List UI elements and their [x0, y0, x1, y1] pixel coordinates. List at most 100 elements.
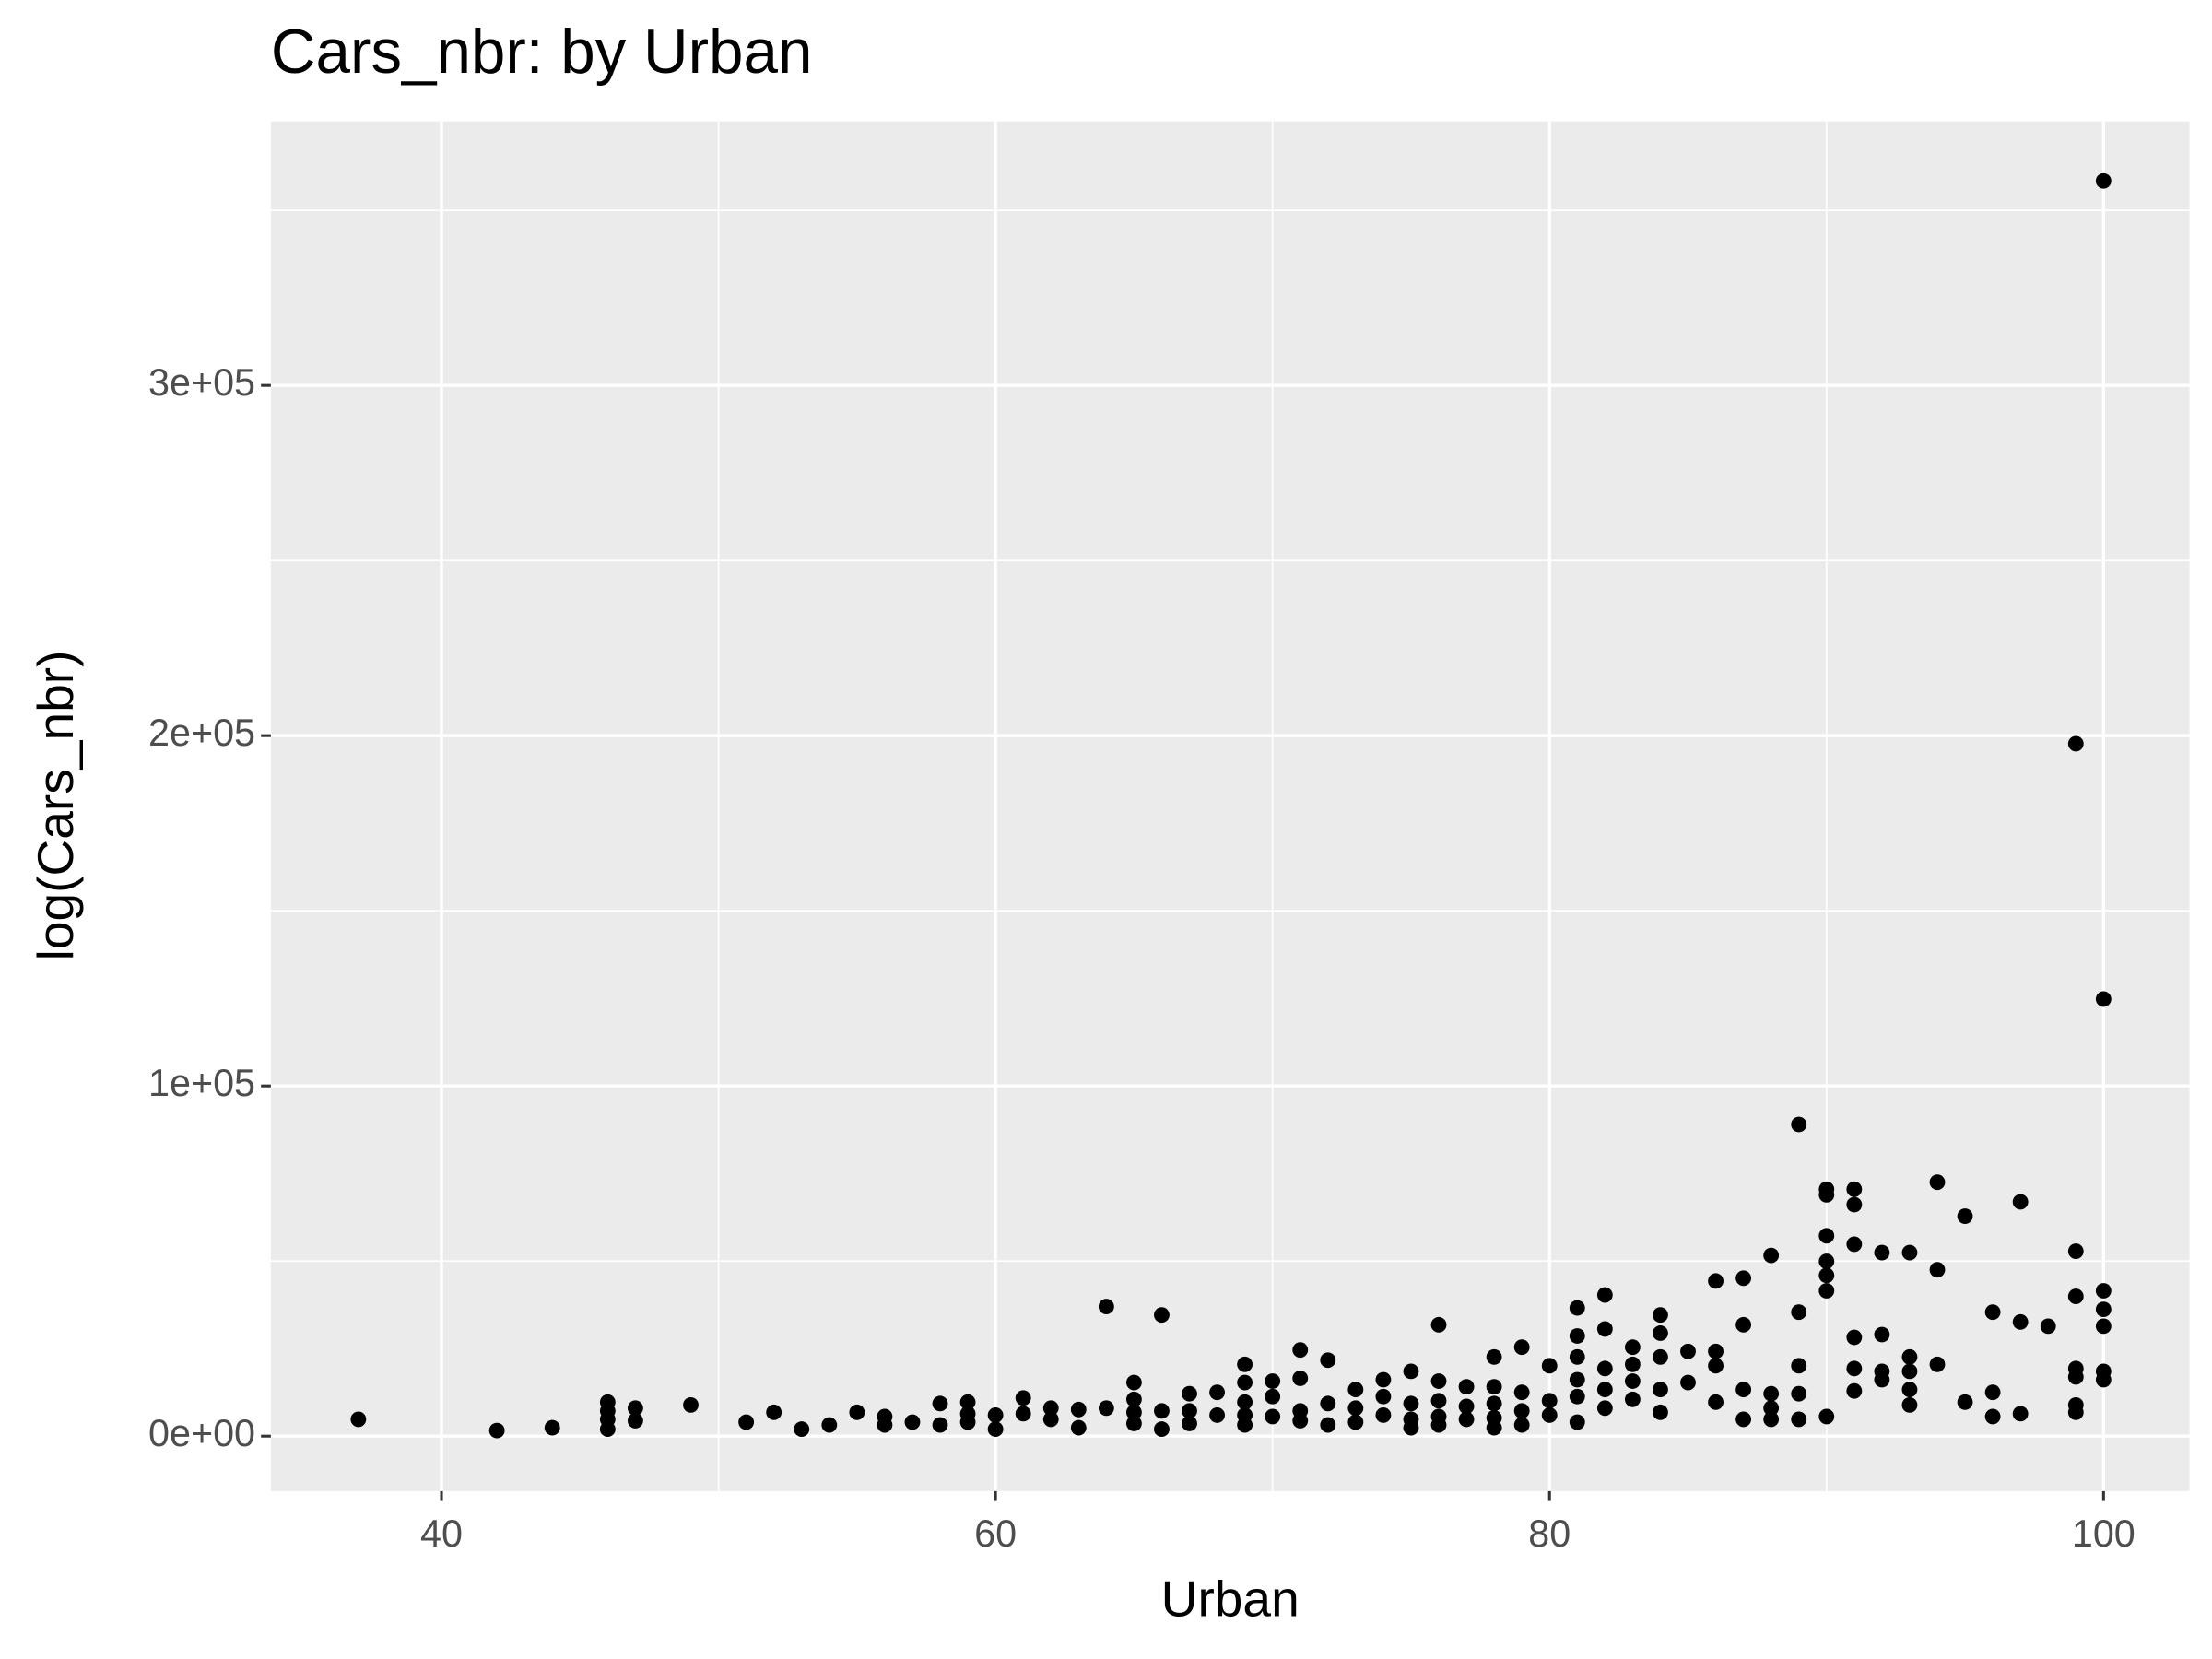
point: [1874, 1244, 1890, 1261]
y-axis-label: log(Cars_nbr): [27, 651, 84, 961]
point: [1042, 1411, 1059, 1428]
point: [1015, 1406, 1031, 1422]
point: [2095, 1301, 2112, 1318]
point: [2012, 1313, 2029, 1330]
point: [1513, 1339, 1530, 1356]
point: [766, 1404, 782, 1420]
x-tick-label: 80: [1528, 1512, 1571, 1555]
point: [1708, 1394, 1724, 1410]
point: [2067, 1404, 2084, 1420]
x-tick-label: 40: [420, 1512, 463, 1555]
point: [1846, 1236, 1863, 1253]
point: [1042, 1400, 1059, 1417]
chart-title: Cars_nbr: by Urban: [271, 18, 813, 87]
point: [1929, 1262, 1946, 1278]
point: [1486, 1379, 1502, 1395]
x-tick-label: 100: [2072, 1512, 2136, 1555]
point: [1763, 1385, 1780, 1402]
point: [1182, 1416, 1197, 1431]
point: [1569, 1388, 1585, 1405]
point: [1818, 1228, 1835, 1244]
point: [1375, 1371, 1392, 1388]
point: [1125, 1391, 1142, 1407]
point: [1458, 1411, 1475, 1428]
point: [1237, 1394, 1253, 1410]
point: [1984, 1384, 2001, 1401]
point: [1403, 1419, 1419, 1436]
y-tick-label: 3e+05: [148, 361, 255, 404]
point: [821, 1417, 838, 1433]
point: [1791, 1385, 1807, 1402]
point: [1569, 1414, 1585, 1430]
point: [1984, 1408, 2001, 1425]
point: [1791, 1116, 1807, 1133]
point: [1154, 1421, 1170, 1438]
point: [1430, 1373, 1447, 1389]
point: [1846, 1181, 1863, 1197]
point: [1237, 1417, 1253, 1433]
point: [1182, 1385, 1197, 1402]
point: [1818, 1253, 1835, 1269]
point: [1265, 1373, 1281, 1389]
point: [683, 1396, 699, 1413]
point: [959, 1414, 976, 1430]
point: [1735, 1270, 1752, 1287]
point: [1735, 1382, 1752, 1398]
point: [350, 1411, 367, 1428]
point: [1154, 1403, 1170, 1419]
point: [1653, 1307, 1668, 1324]
point: [1708, 1273, 1724, 1289]
point: [987, 1406, 1004, 1423]
point: [1846, 1360, 1863, 1377]
point: [1430, 1393, 1447, 1409]
point: [1237, 1374, 1253, 1391]
point: [1320, 1417, 1336, 1433]
point: [1596, 1382, 1613, 1398]
y-tick-label: 2e+05: [148, 712, 255, 754]
point: [1846, 1382, 1863, 1399]
point: [1596, 1400, 1613, 1417]
point: [1624, 1373, 1641, 1389]
point: [904, 1414, 921, 1430]
point: [1624, 1356, 1641, 1372]
point: [1154, 1307, 1170, 1324]
y-tick-label: 0e+00: [148, 1412, 255, 1454]
point: [2067, 1288, 2084, 1304]
point: [1763, 1247, 1780, 1264]
point: [1486, 1395, 1502, 1412]
point: [1680, 1343, 1696, 1359]
point: [627, 1413, 643, 1429]
point: [1791, 1304, 1807, 1321]
point: [1653, 1382, 1668, 1398]
point: [1708, 1358, 1724, 1374]
point: [1513, 1417, 1530, 1433]
point: [1403, 1395, 1419, 1412]
point: [1098, 1299, 1114, 1315]
point: [1929, 1356, 1946, 1372]
point: [1292, 1413, 1309, 1429]
point: [1901, 1382, 1918, 1398]
point: [599, 1421, 616, 1438]
point: [1818, 1267, 1835, 1284]
point: [2040, 1318, 2056, 1335]
point: [2067, 1369, 2084, 1385]
point: [1791, 1358, 1807, 1374]
point: [1957, 1208, 1973, 1224]
point: [1596, 1360, 1613, 1377]
point: [488, 1422, 505, 1439]
point: [1486, 1348, 1502, 1365]
point: [1070, 1419, 1087, 1436]
point: [1874, 1326, 1890, 1343]
point: [1624, 1391, 1641, 1407]
point: [1901, 1396, 1918, 1413]
point: [1763, 1400, 1780, 1417]
point: [959, 1394, 976, 1410]
point: [1818, 1186, 1835, 1203]
point: [1818, 1283, 1835, 1299]
y-tick-label: 1e+05: [148, 1062, 255, 1104]
point: [1846, 1329, 1863, 1346]
point: [1430, 1316, 1447, 1333]
point: [1292, 1342, 1309, 1359]
point: [544, 1419, 560, 1436]
